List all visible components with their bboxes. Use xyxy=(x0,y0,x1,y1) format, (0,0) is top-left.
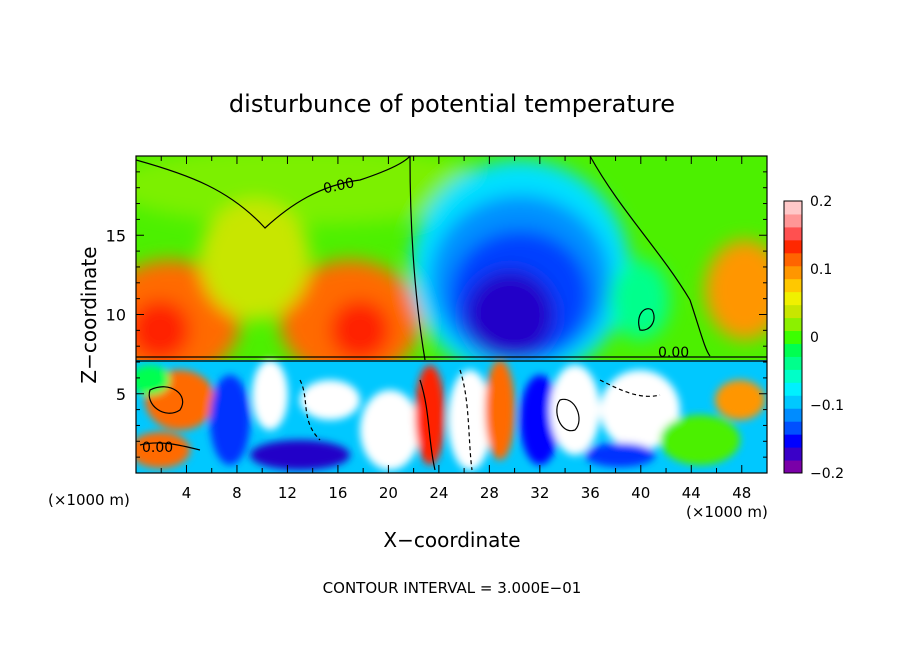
colorbar-swatch xyxy=(784,369,802,383)
colorbar-swatch xyxy=(784,226,802,241)
x-tick-label: 28 xyxy=(480,484,499,502)
colorbar-tick-label: −0.2 xyxy=(810,466,844,482)
colorbar-swatch xyxy=(784,278,802,293)
colorbar-swatch xyxy=(784,252,802,267)
colorbar-swatch xyxy=(784,408,802,422)
colorbar-swatch xyxy=(784,317,802,332)
x-axis-title: X−coordinate xyxy=(383,528,520,552)
x-tick-label: 48 xyxy=(732,484,751,502)
colorbar-swatch xyxy=(784,460,802,474)
colorbar-swatch xyxy=(784,343,802,357)
colorbar-swatch xyxy=(784,395,802,409)
x-tick-label: 32 xyxy=(530,484,549,502)
x-axis: 4 8 12 16 20 24 28 32 36 40 44 48 xyxy=(160,156,751,502)
x-tick-label: 12 xyxy=(278,484,297,502)
y-tick-label: 15 xyxy=(106,226,126,245)
colorbar-swatch xyxy=(784,213,802,228)
colorbar-swatch xyxy=(784,201,802,215)
x-tick-label: 24 xyxy=(429,484,448,502)
x-tick-label: 36 xyxy=(581,484,600,502)
x-tick-label: 44 xyxy=(682,484,701,502)
y-tick-label: 10 xyxy=(106,306,126,325)
colorbar-swatch xyxy=(784,304,802,319)
colorbar-tick-label: −0.1 xyxy=(810,398,844,414)
colorbar xyxy=(783,200,803,474)
colorbar-swatch xyxy=(784,239,802,254)
x-unit-left: (×1000 m) xyxy=(48,491,130,509)
chart-title: disturbunce of potential temperature xyxy=(229,90,675,118)
colorbar-swatch xyxy=(784,382,802,396)
y-tick-label: 5 xyxy=(116,385,126,404)
contour-interval-note: CONTOUR INTERVAL = 3.000E−01 xyxy=(323,579,582,597)
colorbar-tick-label: 0 xyxy=(810,330,819,346)
colorbar-tick-label: 0.2 xyxy=(810,194,832,210)
contour-label: 0.00 xyxy=(142,440,173,456)
heatmap-field xyxy=(136,156,767,473)
colorbar-swatch xyxy=(784,434,802,448)
x-tick-label: 8 xyxy=(232,484,242,502)
colorbar-tick-label: 0.1 xyxy=(810,262,832,278)
colorbar-swatch xyxy=(784,265,802,280)
x-unit-right: (×1000 m) xyxy=(686,503,768,521)
x-tick-label: 4 xyxy=(182,484,192,502)
colorbar-swatch xyxy=(784,421,802,435)
x-tick-label: 16 xyxy=(328,484,347,502)
colorbar-swatch xyxy=(784,447,802,461)
x-tick-label: 40 xyxy=(631,484,650,502)
y-axis: 5 10 15 xyxy=(106,171,767,458)
contour-label: 0.00 xyxy=(658,345,689,361)
colorbar-labels: 0.2 0.1 0 −0.1 −0.2 xyxy=(810,194,844,482)
colorbar-swatch xyxy=(784,330,802,344)
colorbar-swatch xyxy=(784,291,802,306)
colorbar-frame xyxy=(783,200,803,474)
y-axis-title: Z−coordinate xyxy=(77,246,101,383)
x-tick-label: 20 xyxy=(379,484,398,502)
contour-label: 0.00 xyxy=(322,175,356,197)
colorbar-swatch xyxy=(784,356,802,370)
